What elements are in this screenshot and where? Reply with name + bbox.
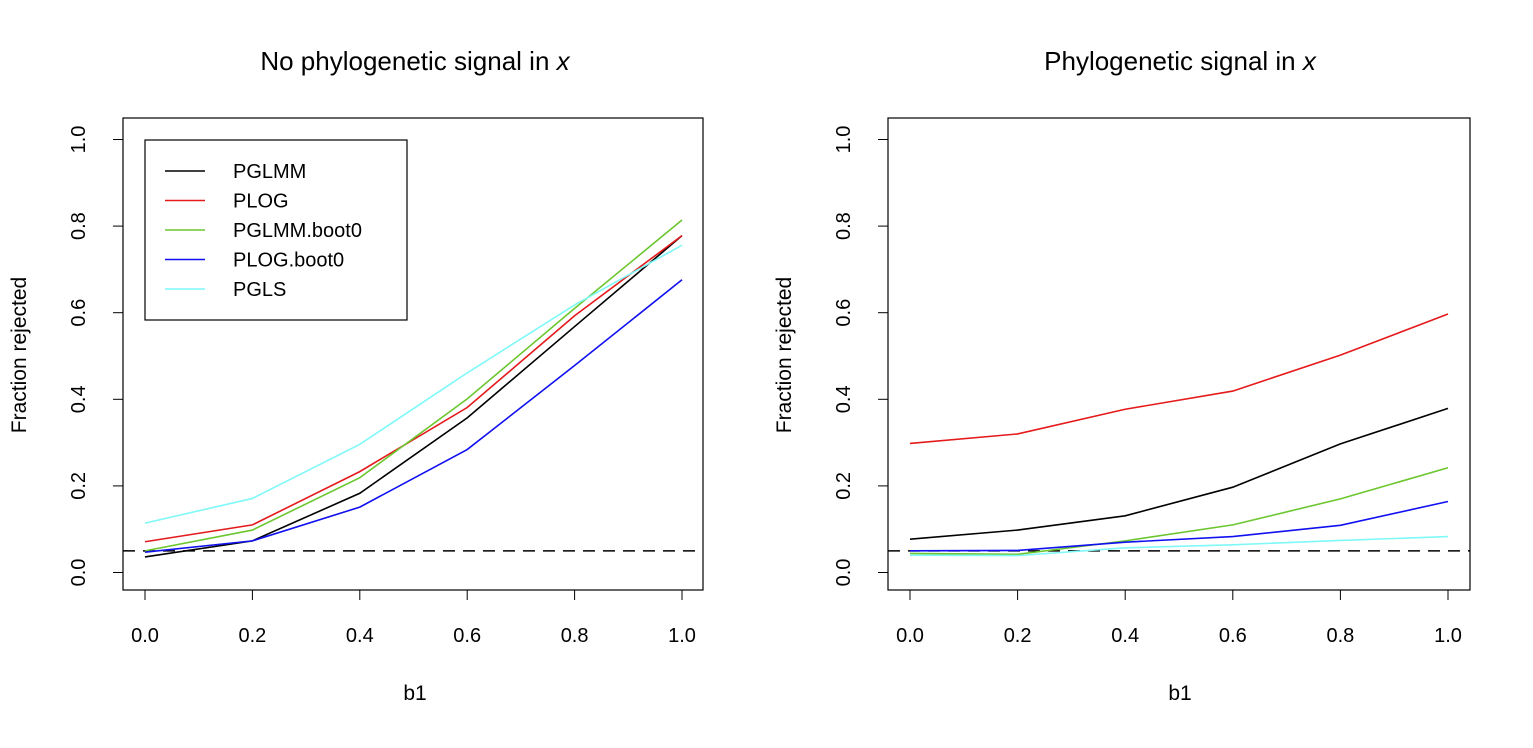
title-text: No phylogenetic signal in [260,46,556,76]
title-text: Phylogenetic signal in [1044,46,1303,76]
series-line-pgls [144,244,683,524]
y-tick-label: 1.0 [68,126,90,154]
x-tick-label: 0.0 [131,625,159,647]
y-tick-label: 0.0 [833,559,855,587]
panel-1: No phylogenetic signal in x b1 Fraction re… [8,46,704,705]
plot-frame [887,117,1471,591]
y-axis-label: Fraction rejected [773,277,796,433]
legend-label: PLOG.boot0 [233,250,344,272]
y-tick-label: 0.4 [833,385,855,413]
series-line-1 [909,407,1449,540]
chart-title: No phylogenetic signal in x [260,46,570,76]
x-tick-label: 1.0 [1434,625,1462,647]
series-line-3 [909,466,1449,556]
y-tick-label: 0.8 [833,212,855,240]
x-axis-label: b1 [403,682,426,705]
title-italic: x [555,46,571,76]
legend-label: PGLMM [233,161,306,183]
panel-2: Phylogenetic signal in x b1 Fraction rejec… [773,46,1471,705]
series-line-plog-boot0 [144,279,683,553]
y-tick-label: 0.2 [68,472,90,500]
series-line-4 [909,500,1449,552]
series-line-5 [909,535,1449,557]
legend-label: PLOG [233,191,289,213]
y-tick-label: 0.0 [68,559,90,587]
series-line-pglmm-boot0 [144,219,683,552]
x-axis-label: b1 [1168,682,1191,705]
y-tick-label: 0.4 [68,385,90,413]
legend: PGLMM PLOG PGLMM.boot0 PLOG.boot0 PGLS [144,139,408,321]
y-tick-label: 0.6 [833,299,855,327]
x-tick-label: 1.0 [668,625,696,647]
y-tick-label: 1.0 [833,126,855,154]
title-italic: x [1301,46,1317,76]
chart-title: Phylogenetic signal in x [1044,46,1317,76]
x-tick-label: 0.8 [561,625,589,647]
x-tick-label: 0.0 [896,625,924,647]
series-line-2 [909,313,1449,445]
x-tick-label: 0.6 [1219,625,1247,647]
x-tick-label: 0.4 [1111,625,1139,647]
y-tick-label: 0.2 [833,472,855,500]
y-tick-label: 0.6 [68,299,90,327]
legend-label: PGLMM.boot0 [233,220,362,242]
x-tick-label: 0.2 [1004,625,1032,647]
x-tick-label: 0.6 [453,625,481,647]
y-tick-label: 0.8 [68,212,90,240]
x-tick-label: 0.2 [238,625,266,647]
series-line-plog [144,234,683,543]
x-tick-label: 0.8 [1326,625,1354,647]
y-axis-label: Fraction rejected [8,277,31,433]
legend-label: PGLS [233,279,286,301]
x-tick-label: 0.4 [346,625,374,647]
